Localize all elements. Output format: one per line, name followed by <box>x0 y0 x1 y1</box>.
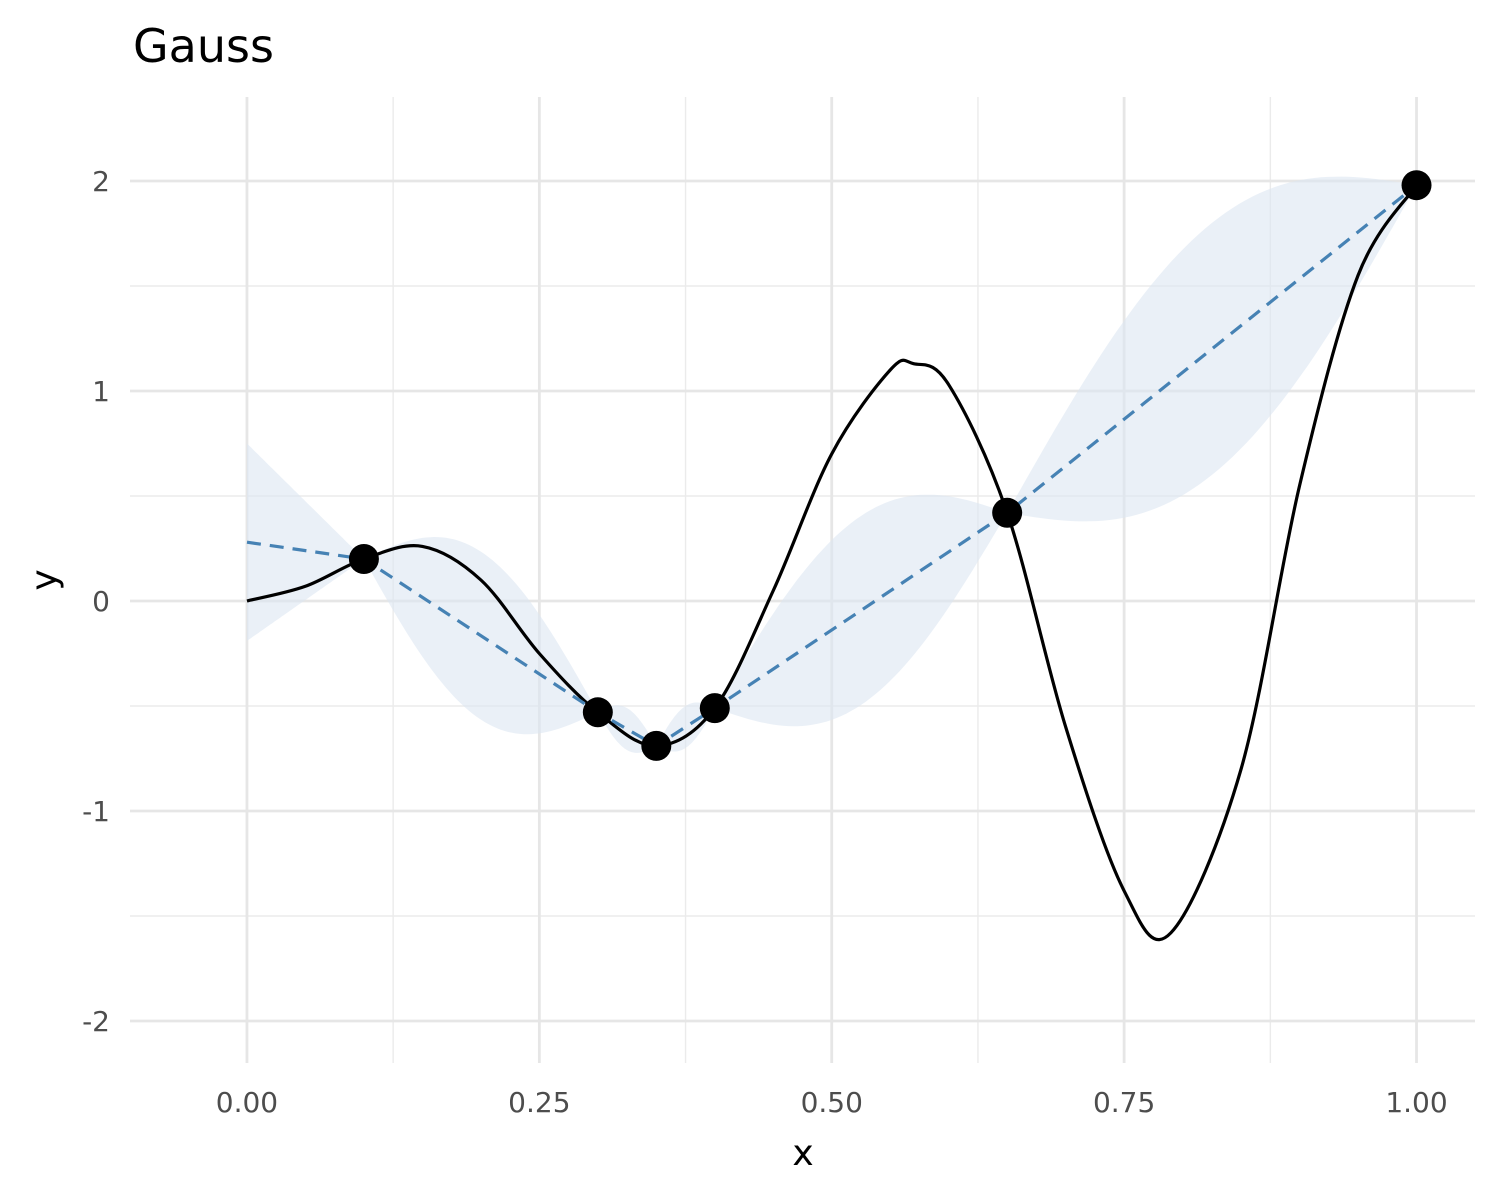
y-tick-label: -2 <box>82 1005 110 1038</box>
x-tick-label: 0.25 <box>508 1086 570 1119</box>
x-tick-labels: 0.00 0.25 0.50 0.75 1.00 <box>216 1086 1448 1119</box>
observation-point <box>992 497 1023 528</box>
observation-point <box>582 697 613 728</box>
uncertainty-band <box>1007 176 1417 522</box>
x-tick-label: 0.50 <box>801 1086 863 1119</box>
observation-point <box>699 693 730 724</box>
y-tick-label: 0 <box>92 585 110 618</box>
true-function-line <box>246 184 1418 942</box>
y-tick-label: 2 <box>92 165 110 198</box>
y-tick-label: -1 <box>82 795 110 828</box>
uncertainty-band <box>714 494 1008 727</box>
observation-point <box>641 730 672 761</box>
uncertainty-band <box>247 443 364 641</box>
y-tick-label: 1 <box>92 375 110 408</box>
observation-points <box>348 170 1432 761</box>
observation-point <box>348 544 379 574</box>
observation-point <box>1401 170 1432 201</box>
uncertainty-band <box>656 702 715 752</box>
x-axis-title: x <box>792 1133 813 1174</box>
x-tick-label: 0.00 <box>216 1086 278 1119</box>
x-tick-label: 1.00 <box>1385 1086 1447 1119</box>
y-tick-labels: -2 -1 0 1 2 <box>82 165 110 1038</box>
uncertainty-bands <box>247 176 1417 753</box>
y-axis-title: y <box>24 569 65 590</box>
major-gridlines <box>130 97 1475 1063</box>
chart-title: Gauss <box>133 19 274 73</box>
x-tick-label: 0.75 <box>1093 1086 1155 1119</box>
uncertainty-band <box>597 705 657 753</box>
